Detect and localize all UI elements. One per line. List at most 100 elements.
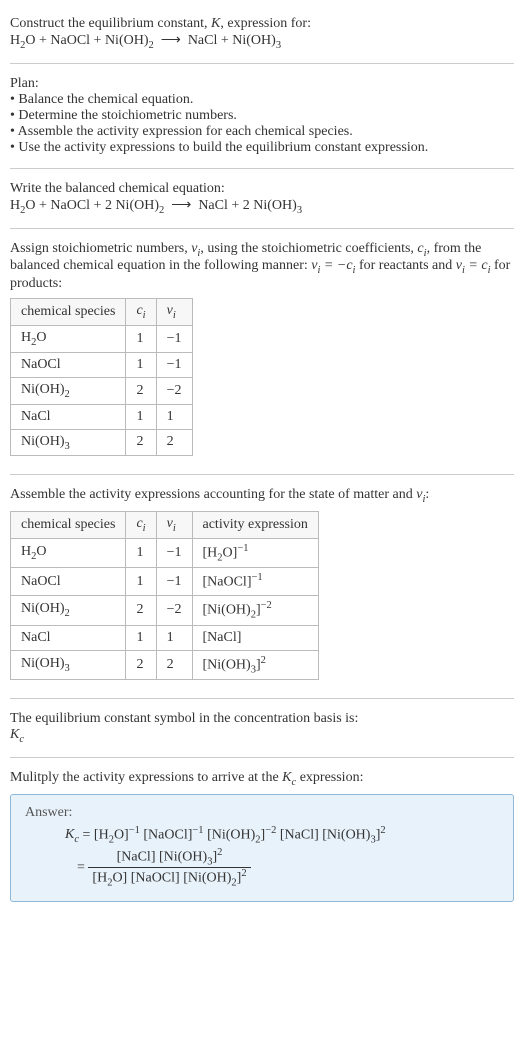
cell-ci: 1	[126, 325, 156, 352]
separator	[10, 228, 514, 229]
multiply-text: Mulitply the activity expressions to arr…	[10, 770, 514, 788]
cell-ci: 2	[126, 650, 156, 679]
arrow: ⟶	[161, 33, 181, 48]
answer-fraction-line: = [NaCl] [Ni(OH)3]2 [H2O] [NaOCl] [Ni(OH…	[65, 847, 499, 889]
cell-ci: 2	[126, 596, 156, 625]
stoich-text-b: , using the stoichiometric coefficients,	[200, 241, 417, 256]
plan-item: • Determine the stoichiometric numbers.	[10, 108, 514, 124]
cell-species: H2O	[11, 325, 126, 352]
cell-vi: −2	[156, 596, 192, 625]
cell-ci: 2	[126, 429, 156, 456]
separator	[10, 757, 514, 758]
fraction-numerator: [NaCl] [Ni(OH)3]2	[88, 847, 250, 868]
cell-species: Ni(OH)3	[11, 429, 126, 456]
answer-label: Answer:	[25, 805, 499, 821]
cell-species: Ni(OH)3	[11, 650, 126, 679]
intro-section: Construct the equilibrium constant, K, e…	[10, 8, 514, 59]
multiply-section: Mulitply the activity expressions to arr…	[10, 762, 514, 916]
cell-species: NaCl	[11, 404, 126, 429]
table-row: Ni(OH)322[Ni(OH)3]2	[11, 650, 319, 679]
table-row: NaCl11[NaCl]	[11, 625, 319, 650]
cell-vi: −1	[156, 352, 192, 377]
cell-ci: 2	[126, 377, 156, 404]
table-header-row: chemical species ci νi	[11, 299, 193, 326]
cell-vi: −1	[156, 538, 192, 567]
arrow: ⟶	[171, 198, 191, 213]
intro-rhs: NaCl + Ni(OH)3	[188, 33, 281, 48]
cell-vi: −2	[156, 377, 192, 404]
separator	[10, 698, 514, 699]
stoich-text-d: for reactants and	[355, 258, 455, 273]
kc-symbol-section: The equilibrium constant symbol in the c…	[10, 703, 514, 753]
cell-activity: [Ni(OH)3]2	[192, 650, 318, 679]
cell-species: H2O	[11, 538, 126, 567]
balanced-section: Write the balanced chemical equation: H2…	[10, 173, 514, 224]
cell-vi: −1	[156, 325, 192, 352]
cell-ci: 1	[126, 625, 156, 650]
cell-vi: 2	[156, 650, 192, 679]
cell-vi: −1	[156, 568, 192, 596]
kc-symbol: Kc	[10, 727, 514, 745]
separator	[10, 63, 514, 64]
table-row: Ni(OH)22−2	[11, 377, 193, 404]
balanced-lhs: H2O + NaOCl + 2 Ni(OH)2	[10, 198, 164, 213]
plan-item: • Use the activity expressions to build …	[10, 140, 514, 156]
cell-ci: 1	[126, 538, 156, 567]
cell-activity: [NaCl]	[192, 625, 318, 650]
cell-species: Ni(OH)2	[11, 596, 126, 625]
table-row: NaOCl1−1[NaOCl]−1	[11, 568, 319, 596]
plan-item: • Assemble the activity expression for e…	[10, 124, 514, 140]
plan-item: • Balance the chemical equation.	[10, 92, 514, 108]
table-row: H2O1−1	[11, 325, 193, 352]
col-activity: activity expression	[192, 512, 318, 539]
cell-vi: 1	[156, 404, 192, 429]
answer-box: Answer: Kc = [H2O]−1 [NaOCl]−1 [Ni(OH)2]…	[10, 794, 514, 902]
intro-lhs: H2O + NaOCl + Ni(OH)2	[10, 33, 154, 48]
cell-species: NaCl	[11, 625, 126, 650]
cell-activity: [NaOCl]−1	[192, 568, 318, 596]
stoich-section: Assign stoichiometric numbers, νi , using…	[10, 233, 514, 471]
activity-table: chemical species ci νi activity expressi…	[10, 511, 319, 680]
intro-equation: H2O + NaOCl + Ni(OH)2 ⟶ NaCl + Ni(OH)3	[10, 32, 514, 51]
fraction: [NaCl] [Ni(OH)3]2 [H2O] [NaOCl] [Ni(OH)2…	[88, 847, 250, 889]
stoich-text: Assign stoichiometric numbers, νi, using…	[10, 241, 514, 293]
col-vi: νi	[156, 299, 192, 326]
plan-section: Plan: • Balance the chemical equation. •…	[10, 68, 514, 164]
cell-vi: 1	[156, 625, 192, 650]
cell-activity: [H2O]−1	[192, 538, 318, 567]
cell-ci: 1	[126, 404, 156, 429]
table-header-row: chemical species ci νi activity expressi…	[11, 512, 319, 539]
answer-flat-line: Kc = [H2O]−1 [NaOCl]−1 [Ni(OH)2]−2 [NaCl…	[65, 825, 499, 845]
balanced-heading: Write the balanced chemical equation:	[10, 181, 514, 197]
separator	[10, 474, 514, 475]
table-row: Ni(OH)322	[11, 429, 193, 456]
intro-line1: Construct the equilibrium constant, K, e…	[10, 16, 514, 32]
table-row: NaCl11	[11, 404, 193, 429]
table-row: NaOCl1−1	[11, 352, 193, 377]
cell-ci: 1	[126, 568, 156, 596]
cell-species: NaOCl	[11, 568, 126, 596]
cell-ci: 1	[126, 352, 156, 377]
cell-activity: [Ni(OH)2]−2	[192, 596, 318, 625]
col-ci: ci	[126, 512, 156, 539]
answer-expression: Kc = [H2O]−1 [NaOCl]−1 [Ni(OH)2]−2 [NaCl…	[25, 825, 499, 889]
stoich-text-a: Assign stoichiometric numbers,	[10, 241, 191, 256]
activity-section: Assemble the activity expressions accoun…	[10, 479, 514, 694]
balanced-rhs: NaCl + 2 Ni(OH)3	[198, 198, 302, 213]
fraction-denominator: [H2O] [NaOCl] [Ni(OH)2]2	[88, 868, 250, 888]
balanced-equation: H2O + NaOCl + 2 Ni(OH)2 ⟶ NaCl + 2 Ni(OH…	[10, 197, 514, 216]
col-vi: νi	[156, 512, 192, 539]
cell-vi: 2	[156, 429, 192, 456]
kc-symbol-text: The equilibrium constant symbol in the c…	[10, 711, 514, 727]
plan-heading: Plan:	[10, 76, 514, 92]
table-row: H2O1−1[H2O]−1	[11, 538, 319, 567]
activity-intro: Assemble the activity expressions accoun…	[10, 487, 514, 505]
stoich-table: chemical species ci νi H2O1−1 NaOCl1−1 N…	[10, 298, 193, 456]
col-ci: ci	[126, 299, 156, 326]
table-row: Ni(OH)22−2[Ni(OH)2]−2	[11, 596, 319, 625]
separator	[10, 168, 514, 169]
col-species: chemical species	[11, 299, 126, 326]
cell-species: Ni(OH)2	[11, 377, 126, 404]
cell-species: NaOCl	[11, 352, 126, 377]
col-species: chemical species	[11, 512, 126, 539]
